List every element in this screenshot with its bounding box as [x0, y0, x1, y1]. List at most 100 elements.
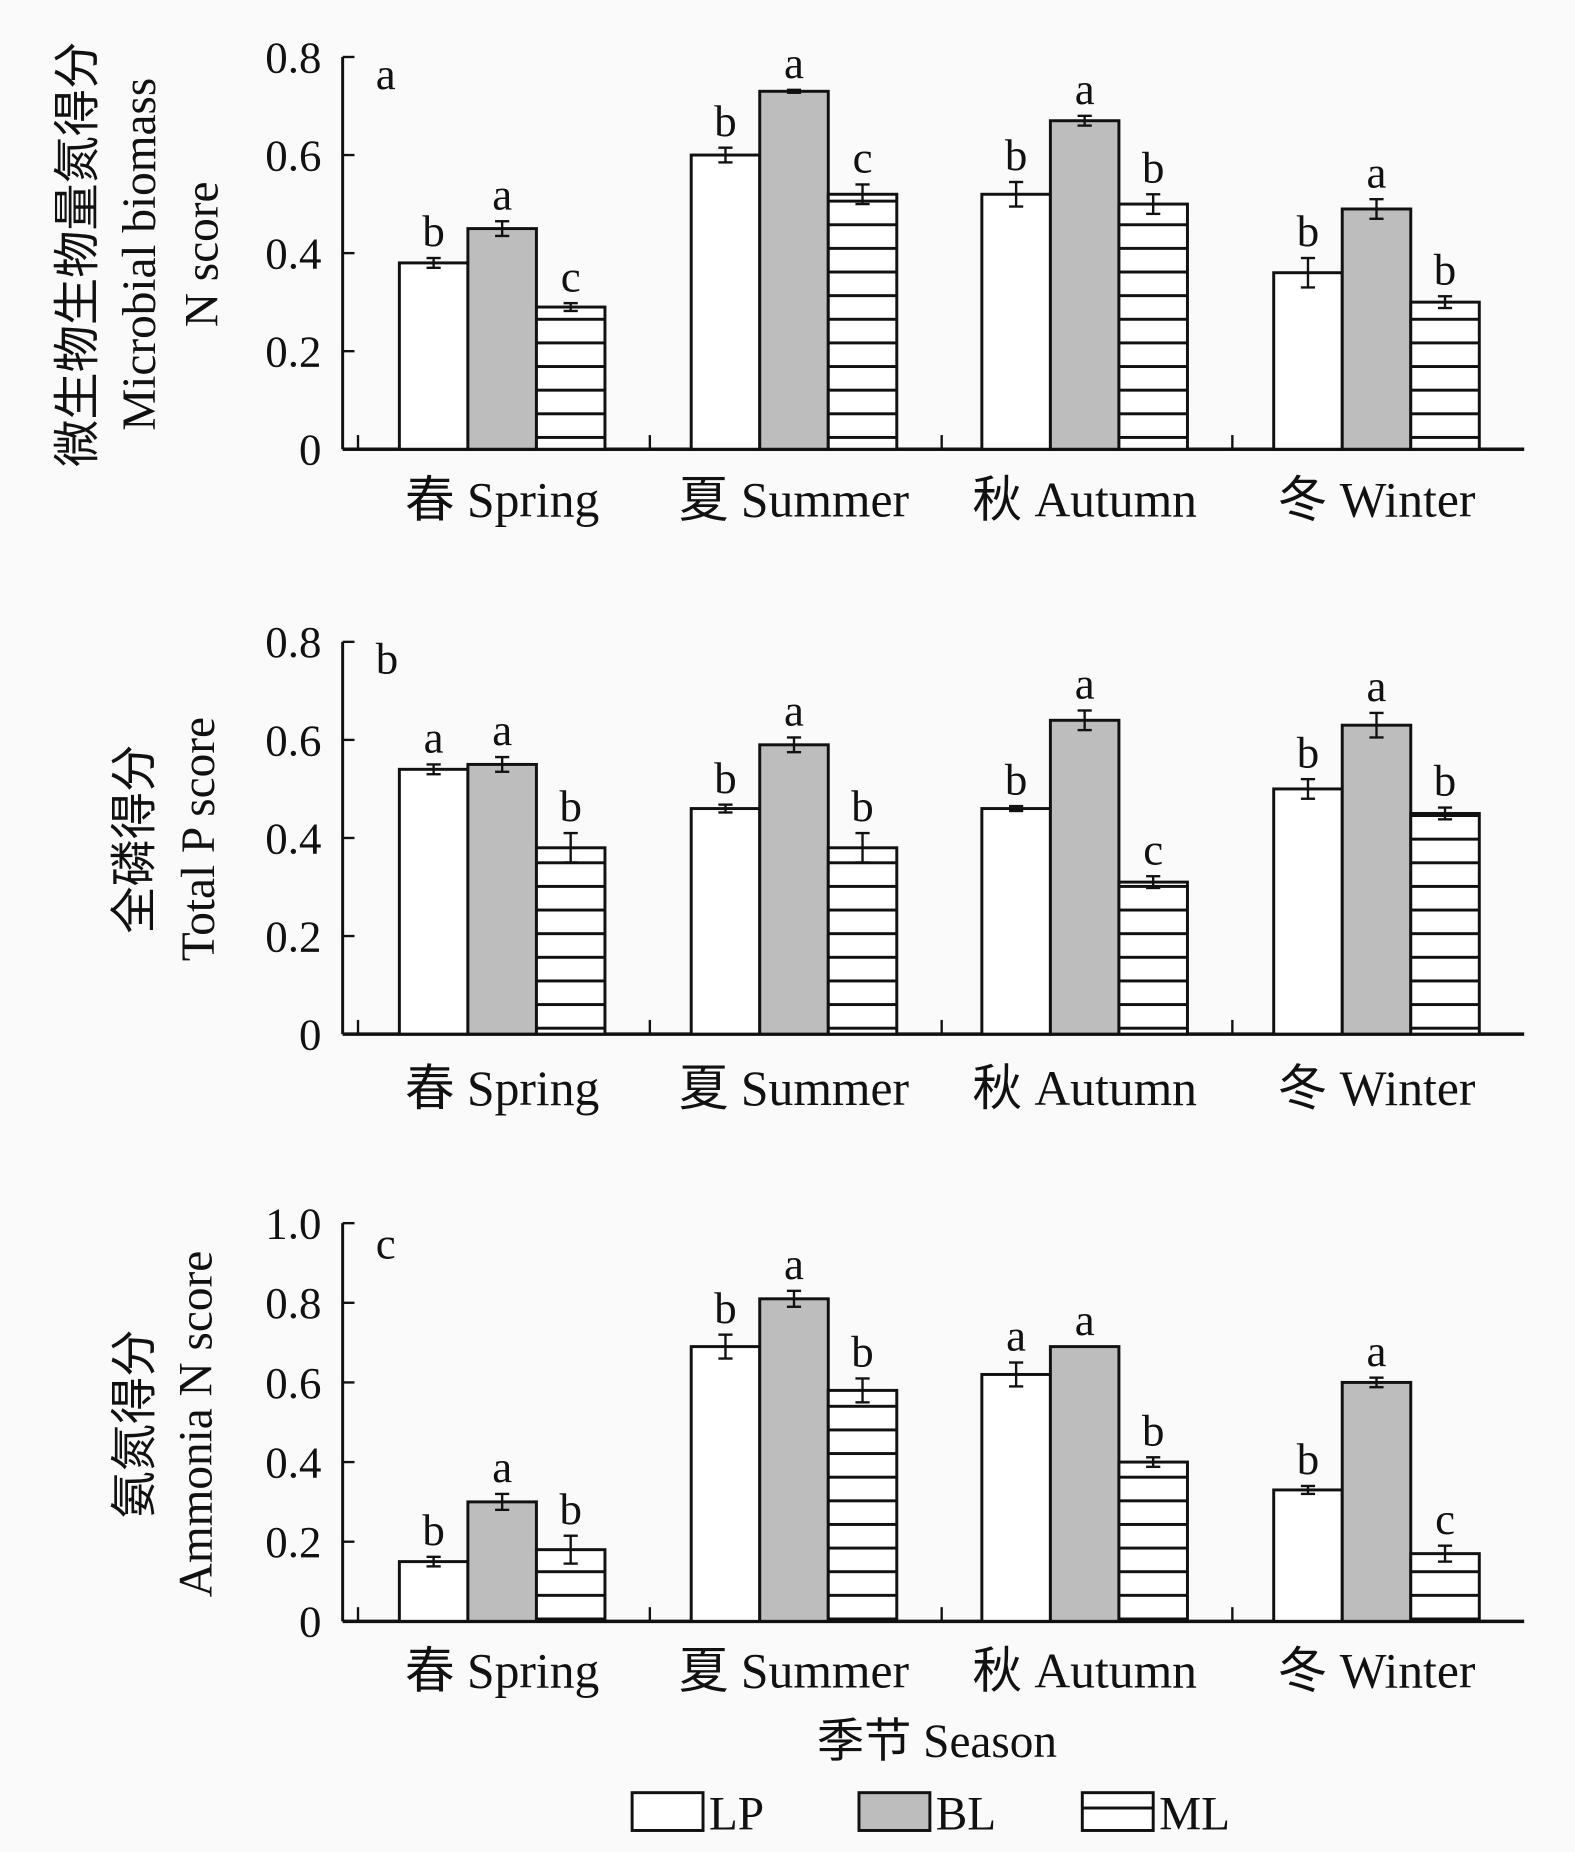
- y-tick-label: 0.6: [265, 130, 321, 180]
- significance-letter: b: [1142, 1405, 1164, 1455]
- bar-lp: [689, 807, 762, 1036]
- significance-letter: b: [1142, 142, 1164, 192]
- significance-letter: b: [1297, 727, 1319, 777]
- y-tick-label: 0: [299, 1009, 321, 1059]
- y-tick-label: 1.0: [265, 1199, 321, 1249]
- bar-ml: [1409, 1552, 1481, 1623]
- bar-lp: [397, 1560, 470, 1623]
- y-tick-label: 0: [299, 425, 321, 475]
- bar-ml: [826, 846, 899, 1036]
- significance-letter: b: [559, 1484, 581, 1534]
- legend-swatch-bl: [857, 1791, 932, 1832]
- y-axis-title: 全磷得分: [108, 745, 161, 934]
- bar-bl: [1340, 723, 1413, 1036]
- bar-lp: [980, 192, 1052, 451]
- bar-lp: [980, 807, 1052, 1036]
- legend-swatch-lp: [630, 1791, 705, 1832]
- category-label: 春 Spring: [405, 473, 599, 528]
- significance-letter: a: [1367, 661, 1387, 711]
- bar-bl: [1340, 1380, 1413, 1623]
- x-axis-title: 季节 Season: [817, 1716, 1057, 1768]
- y-tick-label: 0.8: [265, 617, 321, 667]
- bar-bl: [758, 89, 830, 451]
- y-axis-title: Total P score: [173, 717, 225, 961]
- significance-letter: b: [422, 206, 444, 256]
- bar-lp: [689, 1345, 762, 1623]
- significance-letter: a: [424, 713, 444, 763]
- bar-ml: [534, 305, 607, 451]
- panel-label: b: [376, 634, 398, 684]
- category-label: 冬 Winter: [1278, 1644, 1476, 1699]
- bar-ml: [1409, 300, 1481, 451]
- significance-letter: a: [492, 169, 512, 219]
- significance-letter: a: [492, 1442, 512, 1492]
- y-tick-label: 0.8: [265, 1278, 321, 1328]
- significance-letter: b: [714, 96, 736, 146]
- y-tick-label: 0.8: [265, 32, 321, 82]
- significance-letter: a: [1006, 1311, 1026, 1361]
- y-tick-label: 0.6: [265, 1358, 321, 1408]
- significance-letter: b: [559, 781, 581, 831]
- category-label: 秋 Autumn: [972, 1644, 1197, 1699]
- bar-lp: [1272, 1488, 1344, 1623]
- bar-ml: [826, 1388, 899, 1623]
- significance-letter: b: [714, 753, 736, 803]
- bar-bl: [1048, 119, 1121, 451]
- significance-letter: c: [1143, 824, 1163, 874]
- category-label: 冬 Winter: [1278, 1061, 1476, 1116]
- bar-bl: [758, 1297, 830, 1623]
- category-label: 春 Spring: [405, 1061, 599, 1116]
- y-axis-title: N score: [177, 181, 229, 327]
- significance-letter: b: [1005, 754, 1027, 804]
- significance-letter: a: [784, 686, 804, 736]
- y-axis-title: 微生物生物量氮得分: [53, 42, 105, 467]
- significance-letter: b: [1297, 206, 1319, 256]
- bar-lp: [397, 767, 470, 1036]
- bar-bl: [1048, 718, 1121, 1036]
- bar-ml: [826, 192, 899, 451]
- significance-letter: b: [422, 1505, 444, 1555]
- bar-bl: [1340, 207, 1413, 451]
- panel-label: a: [376, 49, 396, 99]
- bar-lp: [1272, 271, 1344, 451]
- significance-letter: a: [784, 1239, 804, 1289]
- y-axis-title: Ammonia N score: [171, 1251, 223, 1597]
- significance-letter: a: [1075, 1295, 1095, 1345]
- significance-letter: a: [1367, 1326, 1387, 1376]
- category-label: 夏 Summer: [679, 473, 910, 528]
- y-tick-label: 0.4: [265, 813, 321, 863]
- category-label: 冬 Winter: [1278, 473, 1476, 528]
- y-tick-label: 0.4: [265, 1437, 321, 1487]
- y-tick-label: 0.2: [265, 911, 321, 961]
- category-label: 夏 Summer: [679, 1061, 910, 1116]
- y-tick-label: 0.2: [265, 1517, 321, 1567]
- bar-bl: [758, 743, 830, 1036]
- category-label: 秋 Autumn: [972, 1061, 1197, 1116]
- category-label: 春 Spring: [405, 1644, 599, 1699]
- legend-label-lp: LP: [709, 1788, 764, 1840]
- significance-letter: b: [851, 1327, 873, 1377]
- significance-letter: c: [853, 133, 873, 183]
- significance-letter: c: [561, 251, 581, 301]
- category-label: 秋 Autumn: [972, 473, 1197, 528]
- y-axis-title: Microbial biomass: [114, 78, 166, 431]
- significance-letter: a: [784, 38, 804, 88]
- bar-bl: [466, 1500, 538, 1623]
- legend-swatch-ml: [1080, 1791, 1155, 1832]
- category-label: 夏 Summer: [679, 1644, 910, 1699]
- bar-ml: [1117, 880, 1189, 1036]
- significance-letter: b: [1434, 244, 1456, 294]
- significance-letter: a: [1075, 659, 1095, 709]
- y-axis-title: 氨氮得分: [109, 1330, 161, 1519]
- significance-letter: a: [1075, 64, 1095, 114]
- significance-letter: b: [1005, 130, 1027, 180]
- bar-lp: [397, 261, 470, 451]
- significance-letter: b: [1297, 1434, 1319, 1484]
- significance-letter: b: [1434, 756, 1456, 806]
- significance-letter: a: [492, 705, 512, 755]
- bar-ml: [1117, 202, 1189, 451]
- legend-label-bl: BL: [936, 1788, 996, 1840]
- bar-bl: [466, 227, 538, 451]
- legend: LP BL ML: [630, 1788, 1230, 1840]
